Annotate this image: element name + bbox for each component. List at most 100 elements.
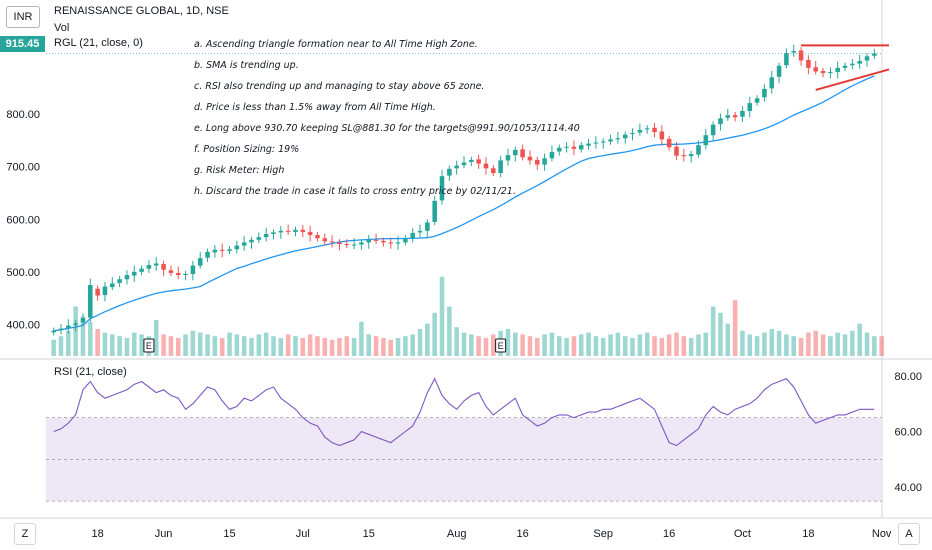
candle-body [820, 71, 826, 74]
volume-bar [681, 336, 687, 356]
volume-bar [696, 334, 701, 356]
sma-layer [53, 75, 875, 332]
volume-bar [688, 338, 694, 356]
candle-body [476, 159, 481, 164]
candle-body [513, 149, 518, 156]
volume-bar [263, 332, 269, 356]
volume-bar [80, 316, 86, 356]
volume-bar [762, 332, 767, 356]
volume-bar [644, 332, 650, 356]
zoom-corner-button[interactable]: Z [14, 523, 36, 545]
candle-body [747, 103, 753, 111]
volume-bar [732, 300, 738, 356]
candle-body [850, 63, 855, 66]
volume-bar [622, 336, 628, 356]
candle-body [110, 283, 115, 288]
volume-bar [58, 336, 64, 356]
candle-body [417, 230, 423, 233]
volume-bar [329, 339, 335, 356]
volume-bar [315, 336, 320, 356]
candle-body [58, 328, 64, 331]
candle-body [600, 141, 606, 143]
volume-bar [608, 334, 613, 356]
candle-body [813, 67, 818, 72]
candle-body [703, 135, 709, 146]
candle-body [864, 56, 870, 61]
volume-bar [153, 320, 159, 356]
volume-bar [95, 329, 100, 356]
volume-bar [527, 336, 533, 356]
volume-bar [66, 330, 71, 356]
candle-body [520, 149, 525, 158]
volume-bar [718, 312, 723, 356]
volume-bar [806, 332, 811, 356]
candle-body [857, 61, 862, 64]
volume-bar [666, 334, 672, 356]
candle-body [571, 146, 577, 149]
candle-body [674, 146, 679, 156]
volume-bar [161, 334, 166, 356]
volume-bar [219, 338, 225, 356]
note-d: d. Price is less than 1.5% away from All… [194, 102, 436, 113]
rsi-label: RSI (21, close) [54, 366, 127, 378]
candle-body [762, 88, 767, 98]
volume-bar [476, 336, 481, 356]
time-tick-label: 16 [663, 528, 675, 540]
volume-bar [776, 330, 782, 356]
volume-bar [168, 336, 174, 356]
candle-body [80, 318, 86, 323]
volume-bar [102, 332, 108, 356]
note-g: g. Risk Meter: High [194, 165, 285, 176]
candle-body [403, 238, 408, 243]
candle-body [359, 242, 364, 245]
candle-body [388, 242, 393, 244]
candle-body [263, 234, 269, 238]
candle-body [88, 285, 93, 318]
earnings-marker: E [498, 341, 504, 351]
candle-body [578, 145, 584, 150]
time-tick-label: 15 [363, 528, 375, 540]
earnings-marker-box [143, 338, 155, 353]
price-tick-label: 600.00 [6, 214, 40, 226]
volume-bar [769, 329, 775, 356]
candle-body [754, 98, 760, 103]
candle-body [95, 288, 100, 296]
volume-bar [842, 334, 848, 356]
volume-bar [197, 332, 203, 356]
candle-body [806, 59, 811, 68]
candle-body [652, 127, 657, 133]
volume-bar [784, 334, 789, 356]
candle-body [593, 142, 599, 144]
volume-bar [344, 336, 350, 356]
volume-bar [747, 334, 753, 356]
volume-bar [564, 338, 569, 356]
candle-body [491, 168, 496, 174]
auto-scale-button[interactable]: A [898, 523, 920, 545]
volume-bar [395, 338, 401, 356]
volume-bar [117, 336, 122, 356]
candle-body [622, 134, 628, 139]
volume-bar [271, 336, 276, 356]
candle-body [535, 159, 540, 165]
candle-body [527, 156, 533, 161]
volume-bar [337, 338, 342, 356]
candle-body [300, 229, 306, 232]
candle-body [117, 279, 122, 283]
price-tick-label: 400.00 [6, 319, 40, 331]
candle-body [842, 65, 848, 68]
volume-bar [256, 334, 262, 356]
volume-bar [212, 336, 218, 356]
volume-bar [388, 339, 393, 356]
candle-body [425, 222, 430, 231]
currency-button[interactable]: INR [6, 6, 40, 28]
earnings-marker-box [495, 338, 507, 353]
note-b: b. SMA is trending up. [194, 60, 299, 71]
volume-bar [469, 334, 474, 356]
volume-bar [454, 327, 459, 356]
candle-body [769, 77, 775, 89]
candle-body [227, 249, 232, 251]
volume-bar [820, 334, 826, 356]
candle-body [556, 147, 562, 152]
volume-bar [535, 338, 540, 356]
